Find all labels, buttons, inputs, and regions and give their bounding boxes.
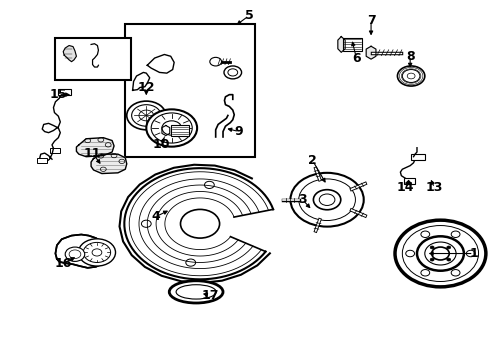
Text: 1: 1 [469,247,478,260]
Text: 9: 9 [235,125,244,138]
Ellipse shape [169,281,223,303]
Bar [58,89,71,95]
Text: 11: 11 [84,147,101,159]
Circle shape [127,101,166,130]
Polygon shape [366,46,376,59]
Bar [37,158,47,163]
Polygon shape [338,37,345,52]
Text: 15: 15 [49,88,67,101]
Text: 8: 8 [406,50,415,63]
Circle shape [78,239,116,266]
Circle shape [291,173,364,226]
Bar [343,38,362,51]
Polygon shape [162,126,170,135]
Circle shape [397,66,425,86]
Text: 6: 6 [352,51,361,64]
Text: 7: 7 [367,14,375,27]
Circle shape [92,249,102,256]
Circle shape [447,258,451,261]
Text: 3: 3 [298,193,307,206]
Bar [125,24,255,157]
Circle shape [180,210,220,238]
Bar [404,178,415,184]
Text: 14: 14 [396,181,414,194]
Circle shape [314,190,341,210]
Text: 16: 16 [54,257,72,270]
Bar [411,154,425,160]
Bar [49,148,60,153]
Circle shape [417,236,464,271]
Circle shape [65,247,85,261]
Polygon shape [76,138,114,157]
Text: 4: 4 [152,210,160,223]
Bar [171,125,189,136]
Text: 10: 10 [152,138,170,151]
Circle shape [430,258,434,261]
Bar [55,38,131,80]
Text: 5: 5 [245,9,253,22]
Circle shape [447,246,451,249]
Circle shape [432,247,449,260]
Circle shape [430,246,434,249]
Polygon shape [91,154,127,174]
Polygon shape [55,234,107,268]
Text: 17: 17 [201,289,219,302]
Text: 12: 12 [138,81,155,94]
Text: 13: 13 [426,181,443,194]
Circle shape [224,66,242,79]
Circle shape [210,57,221,66]
Circle shape [147,109,197,147]
Text: 2: 2 [308,154,317,167]
Circle shape [395,220,486,287]
Polygon shape [63,45,76,62]
